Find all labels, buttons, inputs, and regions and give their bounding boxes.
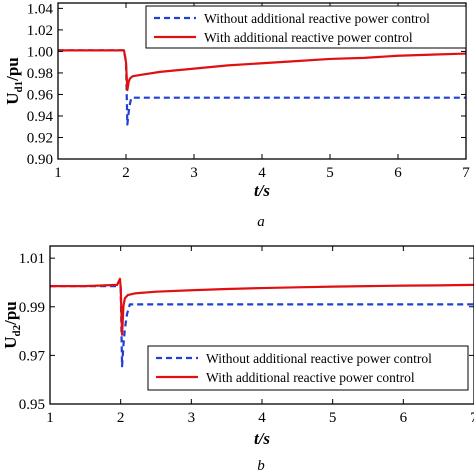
legend: Without additional reactive power contro… (147, 345, 469, 391)
y-tick-label: 1.00 (27, 44, 53, 60)
x-tick-label: 5 (329, 410, 337, 426)
series-line-with-control (58, 49, 466, 92)
x-tick-label: 3 (190, 165, 198, 181)
x-tick-label: 2 (117, 410, 125, 426)
x-axis-label: t/s (254, 181, 270, 200)
chart-panel-b: 1 2 3 4 5 6 7 0.95 0.97 0.99 1.01 t/s Ud2/pu b Without… (1, 245, 474, 474)
y-tick-label: 1.01 (19, 251, 45, 267)
y-tick-label: 1.02 (27, 23, 53, 39)
y-tick-label: 0.92 (27, 130, 53, 146)
y-axis-label: Ud1/pu (3, 57, 25, 105)
y-axis-label: Ud2/pu (1, 301, 23, 349)
y-tick-label: 0.97 (19, 348, 46, 364)
x-tick-label: 1 (46, 410, 54, 426)
legend-box (145, 5, 467, 49)
y-tick-label: 0.96 (27, 87, 54, 103)
x-tick-label: 6 (394, 165, 402, 181)
legend: Without additional reactive power contro… (145, 5, 467, 49)
y-tick-label: 0.90 (27, 152, 53, 168)
x-tick-label: 7 (462, 165, 470, 181)
series-line-with-control (50, 277, 474, 336)
y-tick-label: 0.95 (19, 397, 45, 413)
y-tick-label: 0.99 (19, 300, 45, 316)
series-line-without-control (58, 49, 466, 126)
x-tick-label: 4 (258, 410, 266, 426)
legend-box (147, 345, 469, 391)
chart-panel-a: 1 2 3 4 5 6 7 0.90 0.92 0.94 0.96 0.98 1.00 1.02 1.04 t… (3, 1, 470, 230)
y-tick-label: 0.94 (27, 109, 54, 125)
y-tick-label: 1.04 (27, 1, 54, 17)
legend-entry: With additional reactive power control (206, 370, 415, 385)
x-tick-label: 5 (326, 165, 334, 181)
x-tick-label: 7 (470, 410, 474, 426)
panel-label: b (257, 458, 265, 474)
x-tick-label: 1 (54, 165, 62, 181)
x-tick-label: 6 (400, 410, 408, 426)
y-tick-label: 0.98 (27, 66, 53, 82)
x-axis-label: t/s (254, 429, 270, 448)
x-tick-label: 2 (122, 165, 130, 181)
panel-label: a (257, 214, 265, 230)
x-tick-label: 4 (258, 165, 266, 181)
legend-entry: Without additional reactive power contro… (204, 11, 430, 26)
legend-entry: With additional reactive power control (204, 30, 413, 45)
series-line-without-control (50, 285, 474, 368)
x-tick-label: 3 (188, 410, 196, 426)
legend-entry: Without additional reactive power contro… (206, 351, 432, 366)
